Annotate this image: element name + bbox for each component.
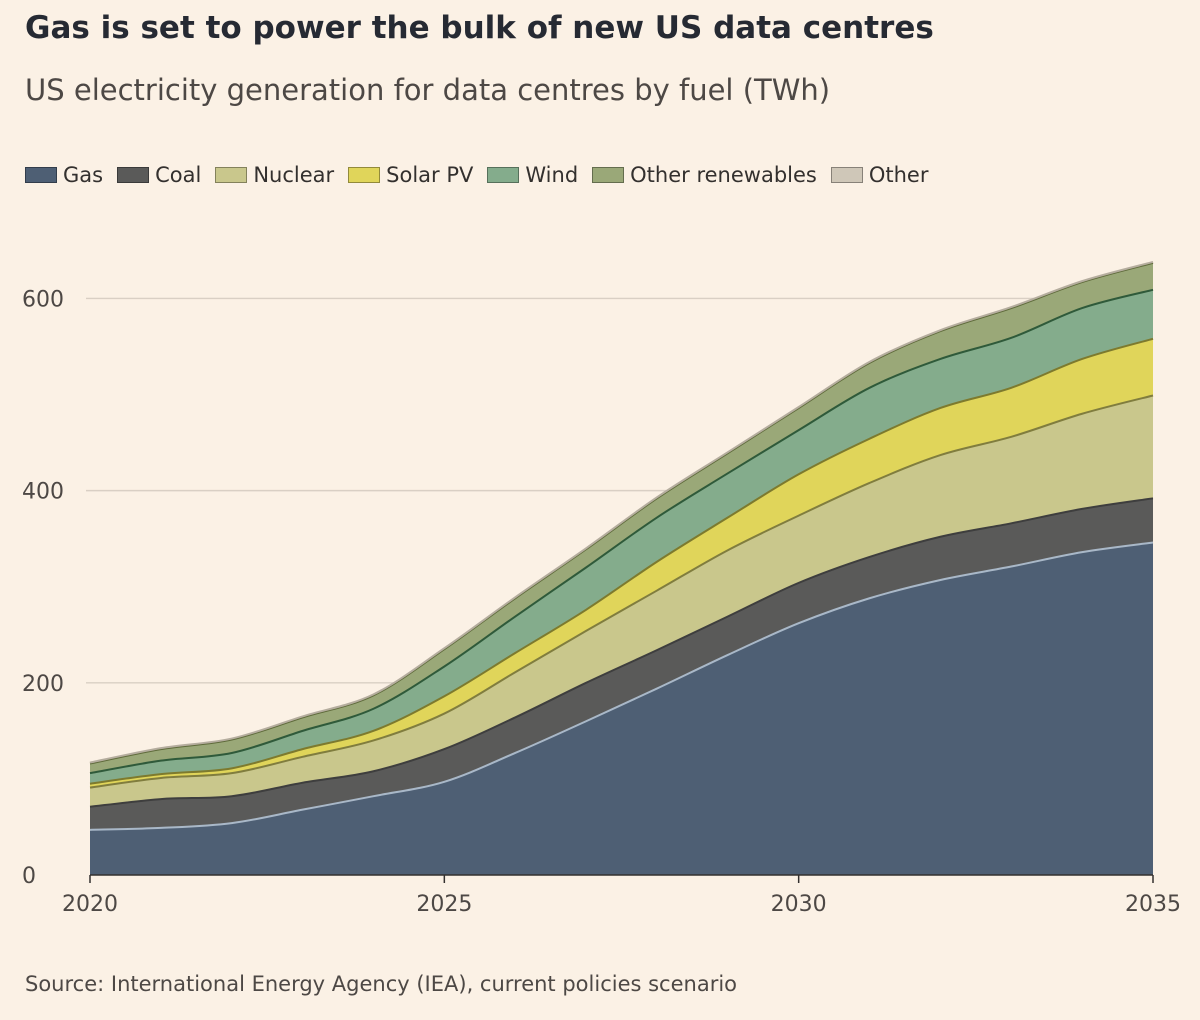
area-nuclear <box>90 395 1153 807</box>
y-tick-label: 400 <box>22 480 64 505</box>
y-tick-label: 0 <box>22 864 36 889</box>
line-wind <box>89 288 1154 775</box>
legend-swatch-gas <box>25 167 57 183</box>
legend-swatch-other <box>830 167 863 183</box>
legend-label: Coal <box>155 163 202 187</box>
x-tick-label: 2025 <box>416 892 472 917</box>
area-other-renewables <box>90 262 1153 774</box>
chart-title: Gas is set to power the bulk of new US d… <box>25 10 934 46</box>
area-layers <box>89 260 1154 875</box>
legend-swatch-nuclear <box>215 167 248 183</box>
legend-swatch-other-renewables <box>592 167 625 183</box>
legend-item-wind: Wind <box>487 163 578 187</box>
area-solar-pv <box>90 338 1153 788</box>
legend-swatch-coal <box>117 167 150 183</box>
axes: 2020 2025 2030 2035 <box>62 874 1181 917</box>
area-wind <box>90 289 1153 784</box>
legend-item-other-renewables: Other renewables <box>592 163 817 187</box>
legend-item-coal: Coal <box>117 163 201 187</box>
legend-item-nuclear: Nuclear <box>215 163 334 187</box>
area-coal <box>90 498 1153 830</box>
legend-label: Solar PV <box>386 163 474 187</box>
line-nuclear <box>89 394 1154 789</box>
legend-swatch-wind <box>487 167 520 183</box>
legend-item-other: Other <box>830 163 929 187</box>
line-solar-pv <box>89 337 1154 785</box>
line-coal <box>89 497 1154 808</box>
legend: Gas Coal Nuclear Solar PV Wind Other renewabl… <box>25 160 943 190</box>
legend-label: Wind <box>525 163 579 187</box>
area-gas <box>90 542 1153 875</box>
legend-item-gas: Gas <box>25 163 103 187</box>
x-tick-label: 2030 <box>771 892 827 917</box>
line-gas <box>89 541 1154 831</box>
stacked-area-chart: 0 200 400 600 2020 2025 2030 2035 <box>22 260 1181 917</box>
legend-item-solar-pv: Solar PV <box>348 163 473 187</box>
source-note: Source: International Energy Agency (IEA… <box>25 972 738 996</box>
y-tick-label: 200 <box>22 672 64 697</box>
legend-label: Other renewables <box>630 163 817 187</box>
chart-subtitle: US electricity generation for data centr… <box>25 73 831 107</box>
legend-label: Gas <box>63 163 104 187</box>
line-other <box>89 260 1154 764</box>
legend-swatch-solar-pv <box>348 167 381 183</box>
x-tick-label: 2035 <box>1125 892 1181 917</box>
y-tick-label: 600 <box>22 287 64 312</box>
x-tick-label: 2020 <box>62 892 118 917</box>
legend-label: Nuclear <box>253 163 335 187</box>
legend-label: Other <box>868 163 929 187</box>
